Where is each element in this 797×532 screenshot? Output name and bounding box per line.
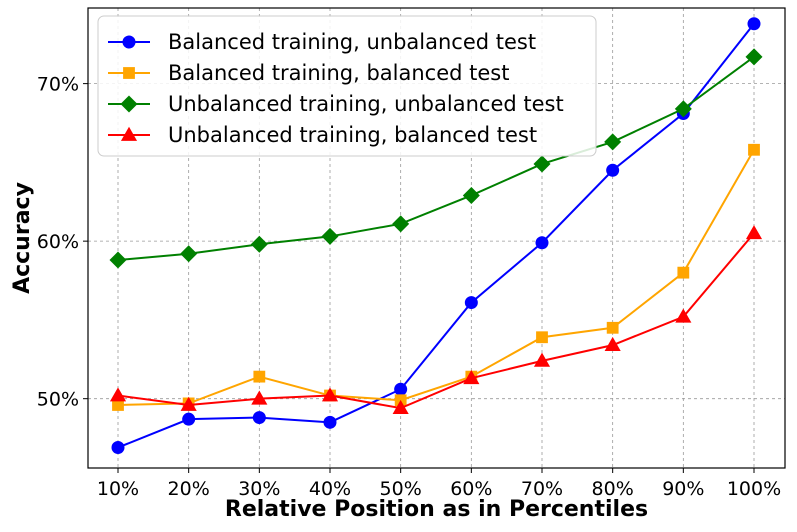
legend-marker [120,95,138,113]
x-axis-label: Relative Position as in Percentiles [225,497,648,522]
series-line [117,56,755,262]
data-point [606,321,619,334]
data-point [464,296,478,310]
data-point [252,411,266,425]
legend-label: Balanced training, unbalanced test [168,30,536,54]
legend-marker [122,35,136,49]
x-tick-label: 90% [662,478,704,500]
series-1 [112,143,760,411]
data-point [604,336,621,352]
x-tick-label: 50% [380,478,422,500]
legend-entry: Unbalanced training, unbalanced test [108,92,564,116]
x-tick-label: 80% [592,478,634,500]
data-point [321,227,339,245]
legend: Balanced training, unbalanced test Balanc… [97,15,597,157]
legend-label: Unbalanced training, balanced test [168,123,537,147]
data-point [748,143,760,156]
data-point [533,155,551,173]
y-axis-label: Accuracy [10,182,35,294]
series-0 [111,17,761,455]
x-tick-label: 30% [238,478,280,500]
data-point [535,236,549,250]
data-point [109,387,127,402]
legend-entry: Balanced training, balanced test [108,61,509,85]
series-layer [109,17,763,455]
data-point [180,396,197,411]
data-point [604,133,622,151]
data-point [182,412,196,426]
x-tick-label: 70% [521,478,563,500]
series-2 [109,48,763,269]
data-point [250,235,268,253]
legend-marker [123,67,135,79]
data-point [251,390,268,405]
x-tick-label: 10% [97,478,139,500]
data-point [392,399,409,415]
data-point [745,48,763,66]
data-point [677,266,690,279]
data-point [745,225,763,240]
plot-frame [87,7,786,469]
data-point [675,308,692,323]
legend-box [97,15,597,157]
legend-label: Unbalanced training, unbalanced test [168,92,564,116]
legend-entry: Balanced training, unbalanced test [108,30,536,54]
x-tick-label: 60% [450,478,492,500]
y-axis-ticks: 50% 60% 70% [37,74,88,411]
data-point [392,215,410,233]
data-point [323,415,337,429]
series-line [117,149,755,406]
data-point [180,245,198,263]
series-line [117,23,755,449]
legend-marker [120,126,138,141]
legend-entry: Unbalanced training, balanced test [108,123,537,147]
data-point [747,17,761,31]
y-tick-label: 60% [37,231,79,253]
data-point [606,163,620,177]
data-point [253,370,266,383]
x-tick-label: 40% [309,478,351,500]
data-point [111,441,125,455]
data-point [462,186,480,204]
series-line [117,232,755,410]
legend-label: Balanced training, balanced test [168,61,509,85]
data-point [109,251,127,269]
x-tick-label: 20% [168,478,210,500]
data-point [463,369,480,385]
data-point [674,100,692,118]
data-point [533,352,551,367]
data-point [321,387,339,402]
series-3 [109,225,763,415]
y-tick-label: 50% [37,389,79,411]
data-point [394,382,408,396]
data-point [536,331,548,344]
y-tick-label: 70% [37,74,79,96]
x-tick-label: 100% [727,478,781,500]
x-axis-ticks: 10% 20% 30% 40% 50% 60% 70% 80% 90% 100% [97,468,781,500]
